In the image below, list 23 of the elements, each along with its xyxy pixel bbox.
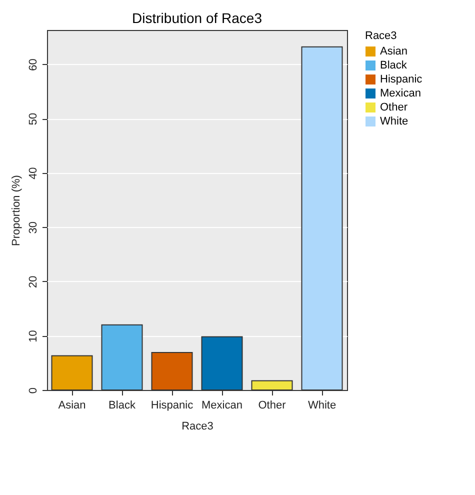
x-axis-title: Race3 bbox=[182, 420, 214, 432]
legend-label: Black bbox=[380, 60, 408, 72]
x-tick-label: Black bbox=[108, 400, 136, 412]
x-tick-label: Asian bbox=[58, 400, 86, 412]
x-tick-label: Mexican bbox=[202, 400, 242, 412]
x-tick-label: White bbox=[308, 400, 336, 412]
y-tick-label: 0 bbox=[28, 387, 40, 394]
y-tick-label: 20 bbox=[28, 276, 40, 288]
chart-title: Distribution of Race3 bbox=[132, 10, 262, 26]
x-tick-label: Hispanic bbox=[150, 400, 194, 412]
y-tick-label: 30 bbox=[28, 221, 40, 234]
y-tick-label: 40 bbox=[28, 167, 40, 180]
y-tick-label: 60 bbox=[28, 58, 40, 71]
y-tick-label: 10 bbox=[28, 330, 40, 342]
y-axis-title: Proportion (%) bbox=[10, 175, 22, 246]
legend-label: White bbox=[380, 116, 408, 128]
legend-label: Asian bbox=[380, 46, 408, 58]
legend-title: Race3 bbox=[365, 30, 397, 42]
legend-label: Mexican bbox=[380, 88, 421, 100]
x-tick-label: Other bbox=[258, 400, 286, 412]
legend-label: Hispanic bbox=[380, 74, 423, 86]
y-tick-label: 50 bbox=[28, 112, 40, 126]
legend-label: Other bbox=[380, 102, 408, 114]
